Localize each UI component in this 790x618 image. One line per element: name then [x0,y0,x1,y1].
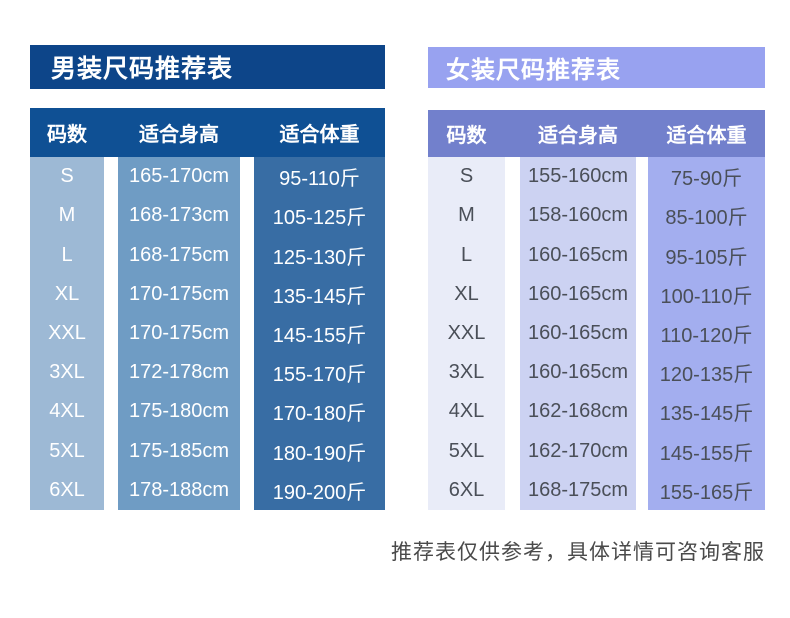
size-cell: M [458,204,475,227]
size-cell: XL [54,282,80,305]
height-cell: 162-170cm [527,439,629,462]
size-cell: 3XL [448,361,485,384]
height-cell: 168-175cm [128,243,230,266]
size-cell: M [58,204,76,227]
men-chart-title: 男装尺码推荐表 [30,45,385,89]
men-table-header-row: 码数 适合身高 适合体重 [30,108,385,157]
women-column-header-0: 码数 [446,125,487,147]
height-cell: 172-178cm [128,361,230,384]
men-column-header-2: 适合体重 [279,124,360,146]
women-column-0: S M L XL XXL 3XL 4XL 5XL 6XL [428,157,505,510]
women-size-chart-panel: 女装尺码推荐表 码数 适合身高 适合体重 S M L XL XXL 3XL 4XL 5XL 6XL 15… [428,47,765,510]
weight-cell: 125-130斤 [272,246,367,269]
height-cell: 158-160cm [527,204,629,227]
weight-cell: 135-145斤 [272,285,367,308]
men-column-2: 95-110斤 105-125斤 125-130斤 135-145斤 145-155斤 1… [254,157,385,510]
women-size-table: 码数 适合身高 适合体重 S M L XL XXL 3XL 4XL 5XL 6XL 155-160cm 1… [428,110,765,510]
size-cell: 5XL [49,439,85,462]
men-column-1: 165-170cm 168-173cm 168-175cm 170-175cm 170-… [118,157,240,510]
height-cell: 170-175cm [128,321,230,344]
height-cell: 162-168cm [527,400,629,423]
men-column-header-1: 适合身高 [139,124,219,146]
weight-cell: 170-180斤 [272,403,367,426]
size-cell: L [61,243,73,266]
men-column-header-0: 码数 [47,124,87,146]
height-cell: 160-165cm [527,282,629,305]
height-cell: 175-185cm [128,439,230,462]
size-cell: 6XL [49,478,85,501]
weight-cell: 75-90斤 [670,168,743,191]
women-chart-title: 女装尺码推荐表 [428,47,765,88]
weight-cell: 110-120斤 [660,324,753,347]
height-cell: 170-175cm [128,282,230,305]
women-column-1: 155-160cm 158-160cm 160-165cm 160-165cm 160-… [520,157,636,510]
women-column-header-2: 适合体重 [666,125,747,147]
column-divider [104,157,118,510]
weight-cell: 95-105斤 [665,246,748,269]
column-divider [505,157,520,510]
men-size-chart-panel: 男装尺码推荐表 码数 适合身高 适合体重 S M L XL XXL 3XL 4XL 5XL 6XL 16… [30,45,385,510]
column-divider [636,157,648,510]
weight-cell: 105-125斤 [272,207,367,230]
size-cell: XL [454,282,479,305]
weight-cell: 155-170斤 [272,364,367,387]
footnote: 推荐表仅供参考，具体详情可咨询客服 [391,541,765,564]
weight-cell: 180-190斤 [272,442,367,465]
height-cell: 165-170cm [128,165,230,188]
height-cell: 160-165cm [527,243,629,266]
height-cell: 160-165cm [527,361,629,384]
weight-cell: 145-155斤 [659,442,754,465]
size-cell: S [60,165,74,188]
column-divider [240,157,254,510]
size-cell: 6XL [448,478,485,501]
men-size-table: 码数 适合身高 适合体重 S M L XL XXL 3XL 4XL 5XL 6XL 165-170cm 1… [30,108,385,510]
weight-cell: 135-145斤 [659,403,754,426]
weight-cell: 120-135斤 [659,364,754,387]
weight-cell: 85-100斤 [665,207,748,230]
size-cell: L [460,243,473,266]
height-cell: 168-173cm [128,204,230,227]
height-cell: 155-160cm [527,165,629,188]
height-cell: 168-175cm [527,478,629,501]
men-column-0: S M L XL XXL 3XL 4XL 5XL 6XL [30,157,104,510]
height-cell: 175-180cm [128,400,230,423]
size-cell: S [459,165,474,188]
women-column-header-1: 适合身高 [538,125,618,147]
men-table-body: S M L XL XXL 3XL 4XL 5XL 6XL 165-170cm 168-173cm 16… [30,157,385,510]
size-cell: XXL [48,321,86,344]
women-column-2: 75-90斤 85-100斤 95-105斤 100-110斤 110-120斤 120-… [648,157,765,510]
women-table-header-row: 码数 适合身高 适合体重 [428,110,765,157]
size-cell: 3XL [49,361,85,384]
weight-cell: 145-155斤 [272,324,367,347]
height-cell: 160-165cm [527,321,629,344]
size-cell: 5XL [448,439,485,462]
weight-cell: 95-110斤 [279,168,360,191]
size-cell: 4XL [49,400,85,423]
women-table-body: S M L XL XXL 3XL 4XL 5XL 6XL 155-160cm 158-160cm 16… [428,157,765,510]
size-cell: 4XL [448,400,485,423]
height-cell: 178-188cm [128,478,230,501]
weight-cell: 190-200斤 [272,481,367,504]
weight-cell: 155-165斤 [659,481,754,504]
weight-cell: 100-110斤 [660,285,753,308]
size-cell: XXL [447,321,486,344]
